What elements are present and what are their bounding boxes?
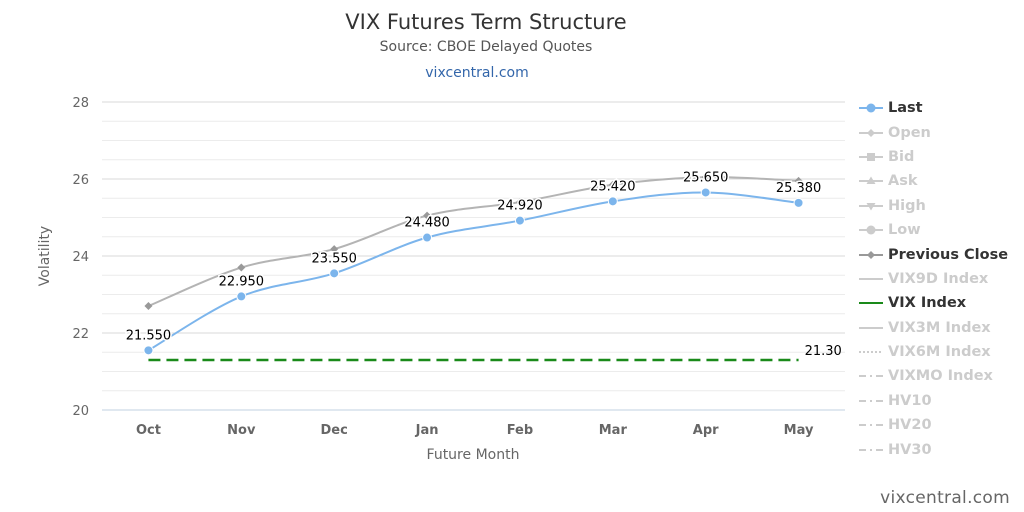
legend-symbol-icon (859, 351, 883, 354)
previous-close-point (237, 263, 246, 272)
legend-symbol-icon (859, 250, 883, 259)
x-tick-label: Feb (507, 423, 533, 438)
last-point (236, 291, 247, 302)
legend-item-label: VIX Index (888, 295, 967, 312)
legend-item-label: VIXMO Index (888, 368, 993, 385)
series (143, 173, 804, 362)
legend-item-vix9d-index[interactable]: VIX9D Index (858, 267, 1024, 291)
vix-index-end-label: 21.30 (805, 344, 842, 359)
x-tick-label: Nov (227, 423, 256, 438)
legend-item-label: Low (888, 222, 921, 239)
x-tick-label: Mar (599, 423, 628, 438)
legend-item-hv10[interactable]: HV10 (858, 389, 1024, 413)
legend-symbol-icon (859, 277, 883, 280)
legend-item-label: Bid (888, 148, 915, 165)
chart-title: VIX Futures Term Structure (345, 10, 626, 34)
legend-item-label: High (888, 197, 926, 214)
last-point (514, 215, 525, 226)
last-point (422, 232, 433, 243)
y-axis-label: Volatility (37, 226, 53, 286)
previous-close-point (330, 245, 339, 254)
last-data-label: 25.650 (683, 170, 729, 185)
last-data-label: 23.550 (311, 251, 357, 266)
y-tick-label: 24 (72, 250, 89, 265)
legend-item-bid[interactable]: Bid (858, 145, 1024, 169)
legend-item-label: VIX6M Index (888, 344, 991, 361)
last-data-label: 24.480 (404, 216, 450, 231)
legend-item-label: HV20 (888, 417, 932, 434)
legend-item-hv30[interactable]: HV30 (858, 437, 1024, 461)
previous-close-point (423, 211, 432, 220)
legend-item-previous-close[interactable]: Previous Close (858, 242, 1024, 266)
x-tick-label: Dec (321, 423, 348, 438)
previous-close-point (144, 302, 153, 311)
legend-item-vix-index[interactable]: VIX Index (858, 291, 1024, 315)
legend-symbol-icon (859, 448, 883, 451)
legend-item-vix3m-index[interactable]: VIX3M Index (858, 316, 1024, 340)
last-data-label: 22.950 (219, 274, 265, 289)
x-tick-label: Jan (415, 423, 439, 438)
legend-symbol-icon (859, 302, 883, 305)
data-labels: 21.30 21.550 22.950 23.550 24.480 24.920 25.42… (124, 169, 842, 359)
legend-item-label: VIX9D Index (888, 270, 989, 287)
legend-symbol-icon (859, 103, 883, 113)
last-point (329, 268, 340, 279)
last-data-label: 24.920 (497, 199, 543, 214)
legend-item-vixmo-index[interactable]: VIXMO Index (858, 364, 1024, 388)
legend-item-label: Previous Close (888, 246, 1009, 263)
y-tick-label: 26 (72, 173, 89, 188)
previous-close-point (794, 176, 803, 185)
last-data-label: 21.550 (126, 328, 172, 343)
legend-item-label: Open (888, 124, 931, 141)
legend-item-last[interactable]: Last (858, 96, 1024, 120)
last-line (147, 191, 799, 352)
legend-symbol-icon (859, 399, 883, 402)
previous-close-point (608, 180, 617, 189)
legend-symbol-icon (859, 202, 883, 211)
y-tick-label: 20 (72, 404, 89, 419)
legend-symbol-icon (859, 326, 883, 329)
legend-symbol-icon (859, 225, 883, 235)
footer-credit[interactable]: vixcentral.com (880, 488, 1010, 508)
last-point (143, 345, 154, 356)
legend-symbol-icon (859, 424, 883, 427)
legend-item-label: Last (888, 100, 923, 117)
x-axis-label: Future Month (427, 447, 520, 463)
x-tick-label: May (784, 423, 814, 438)
y-tick-label: 28 (72, 96, 89, 111)
legend-item-label: HV10 (888, 392, 932, 409)
previous-close-point (515, 198, 524, 207)
chart-subtitle: Source: CBOE Delayed Quotes (380, 39, 593, 55)
y-tick-label: 22 (72, 327, 89, 342)
legend-item-label: VIX3M Index (888, 319, 991, 336)
legend-item-label: HV30 (888, 441, 932, 458)
legend-symbol-icon (859, 128, 883, 137)
legend-item-high[interactable]: High (858, 194, 1024, 218)
legend-item-vix6m-index[interactable]: VIX6M Index (858, 340, 1024, 364)
last-data-label: 25.420 (590, 179, 636, 194)
axes: 20 22 24 26 28 Oct Nov Dec Jan Feb Mar Apr May (72, 96, 845, 438)
legend-item-label: Ask (888, 173, 918, 190)
legend-item-ask[interactable]: Ask (858, 169, 1024, 193)
subtitle-link[interactable]: vixcentral.com (425, 65, 528, 81)
last-point (793, 197, 804, 208)
legend-item-hv20[interactable]: HV20 (858, 413, 1024, 437)
legend-symbol-icon (859, 375, 883, 378)
legend-symbol-icon (859, 176, 883, 185)
legend-item-low[interactable]: Low (858, 218, 1024, 242)
last-point (607, 196, 618, 207)
previous-close-point (701, 173, 710, 182)
legend: Last Open Bid Ask High Low Previous Close VIX9D… (858, 96, 1024, 462)
last-point (700, 187, 711, 198)
last-data-label: 25.380 (776, 181, 822, 196)
x-tick-label: Oct (136, 423, 161, 438)
x-tick-label: Apr (693, 423, 719, 438)
gridlines (102, 101, 845, 411)
legend-item-open[interactable]: Open (858, 120, 1024, 144)
legend-symbol-icon (859, 152, 883, 161)
